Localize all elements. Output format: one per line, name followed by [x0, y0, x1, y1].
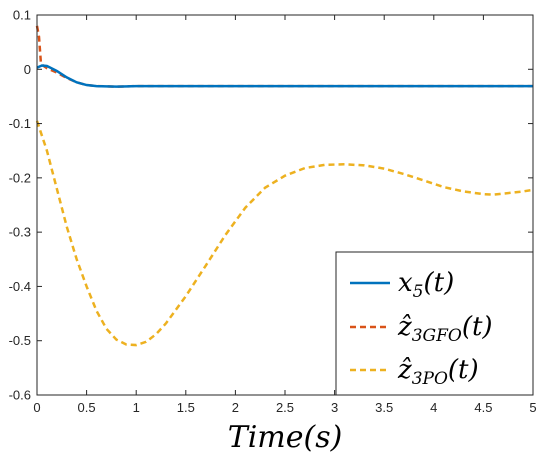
y-tick-label: -0.6 — [9, 388, 31, 403]
x-tick-label: 1 — [133, 400, 140, 415]
y-tick-label: 0 — [24, 62, 31, 77]
x-tick-label: 4.5 — [474, 400, 492, 415]
y-tick-label: -0.1 — [9, 116, 31, 131]
x-axis-ticks: 0 0.5 1 1.5 2 2.5 3 3.5 4 4.5 5 — [33, 15, 537, 415]
y-tick-label: -0.2 — [9, 170, 31, 185]
x-tick-label: 2.5 — [276, 400, 294, 415]
x-tick-label: 5 — [529, 400, 536, 415]
x-axis-label: Time(s) — [228, 420, 343, 455]
series-layer — [35, 25, 534, 347]
y-axis-ticks: 0.1 0 -0.1 -0.2 -0.3 -0.4 -0.5 -0.6 — [9, 8, 533, 403]
x-tick-label: 1.5 — [177, 400, 195, 415]
legend-box — [335, 251, 534, 396]
x-tick-label: 0.5 — [78, 400, 96, 415]
legend: x5(t) ẑ3GFO(t) ẑ3PO(t) — [335, 251, 534, 396]
x-tick-label: 2 — [232, 400, 239, 415]
y-tick-label: 0.1 — [13, 8, 31, 23]
legend-label-x5: x5(t) — [398, 268, 454, 302]
x-tick-label: 3 — [331, 400, 338, 415]
series-line-0 — [36, 64, 533, 88]
y-tick-label: -0.4 — [9, 279, 31, 294]
y-tick-label: -0.5 — [9, 333, 31, 348]
x-tick-label: 4 — [430, 400, 437, 415]
x-tick-label: 3.5 — [375, 400, 393, 415]
series-line-2 — [35, 120, 534, 347]
x-tick-label: 0 — [33, 400, 40, 415]
y-tick-label: -0.3 — [9, 225, 31, 240]
legend-label-z3po: ẑ3PO(t) — [397, 355, 479, 389]
